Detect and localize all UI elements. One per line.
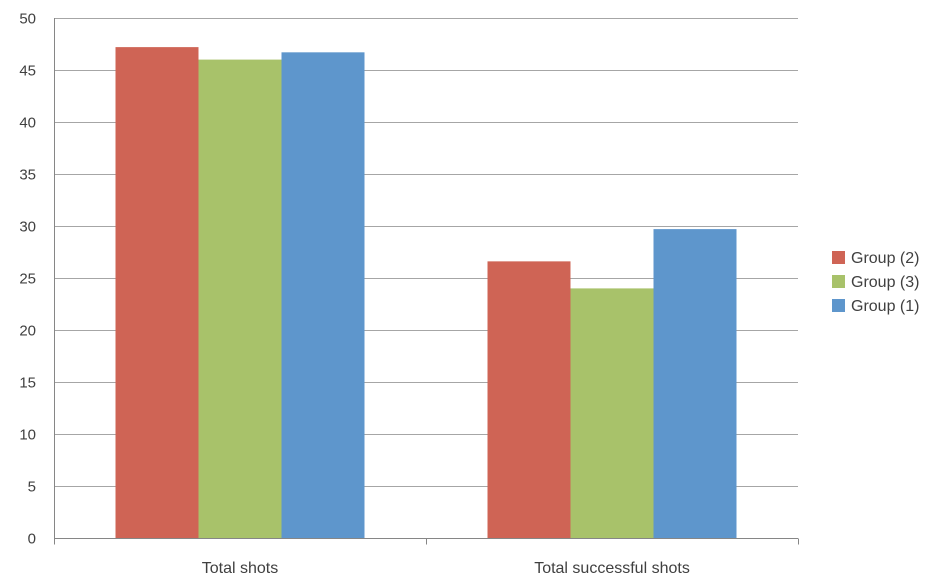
y-tick-label: 35 bbox=[19, 167, 36, 184]
y-tick-label: 5 bbox=[28, 479, 36, 496]
x-tick-label: Total successful shots bbox=[534, 560, 690, 577]
y-tick-label: 25 bbox=[19, 271, 36, 288]
y-tick-label: 20 bbox=[19, 323, 36, 340]
bar bbox=[281, 52, 365, 538]
legend-label: Group (1) bbox=[851, 298, 919, 315]
legend: Group (2) Group (3) Group (1) bbox=[832, 250, 919, 315]
bar bbox=[487, 261, 571, 538]
legend-swatch bbox=[832, 251, 845, 264]
y-tick-label: 10 bbox=[19, 427, 36, 444]
bar bbox=[115, 47, 199, 539]
legend-label: Group (2) bbox=[851, 250, 919, 267]
x-tick-label: Total shots bbox=[202, 560, 278, 577]
y-tick-label: 15 bbox=[19, 375, 36, 392]
axes: 0 5 10 15 20 25 30 35 40 45 50 Total shots Total suc… bbox=[19, 11, 799, 577]
y-tick-label: 50 bbox=[19, 11, 36, 28]
bar bbox=[570, 288, 654, 538]
legend-swatch bbox=[832, 275, 845, 288]
y-tick-label: 0 bbox=[28, 531, 36, 548]
bars bbox=[115, 47, 737, 539]
legend-label: Group (3) bbox=[851, 274, 919, 291]
bar bbox=[653, 229, 737, 538]
y-tick-label: 30 bbox=[19, 219, 36, 236]
y-tick-label: 45 bbox=[19, 63, 36, 80]
y-tick-label: 40 bbox=[19, 115, 36, 132]
legend-swatch bbox=[832, 299, 845, 312]
bar bbox=[198, 59, 282, 538]
